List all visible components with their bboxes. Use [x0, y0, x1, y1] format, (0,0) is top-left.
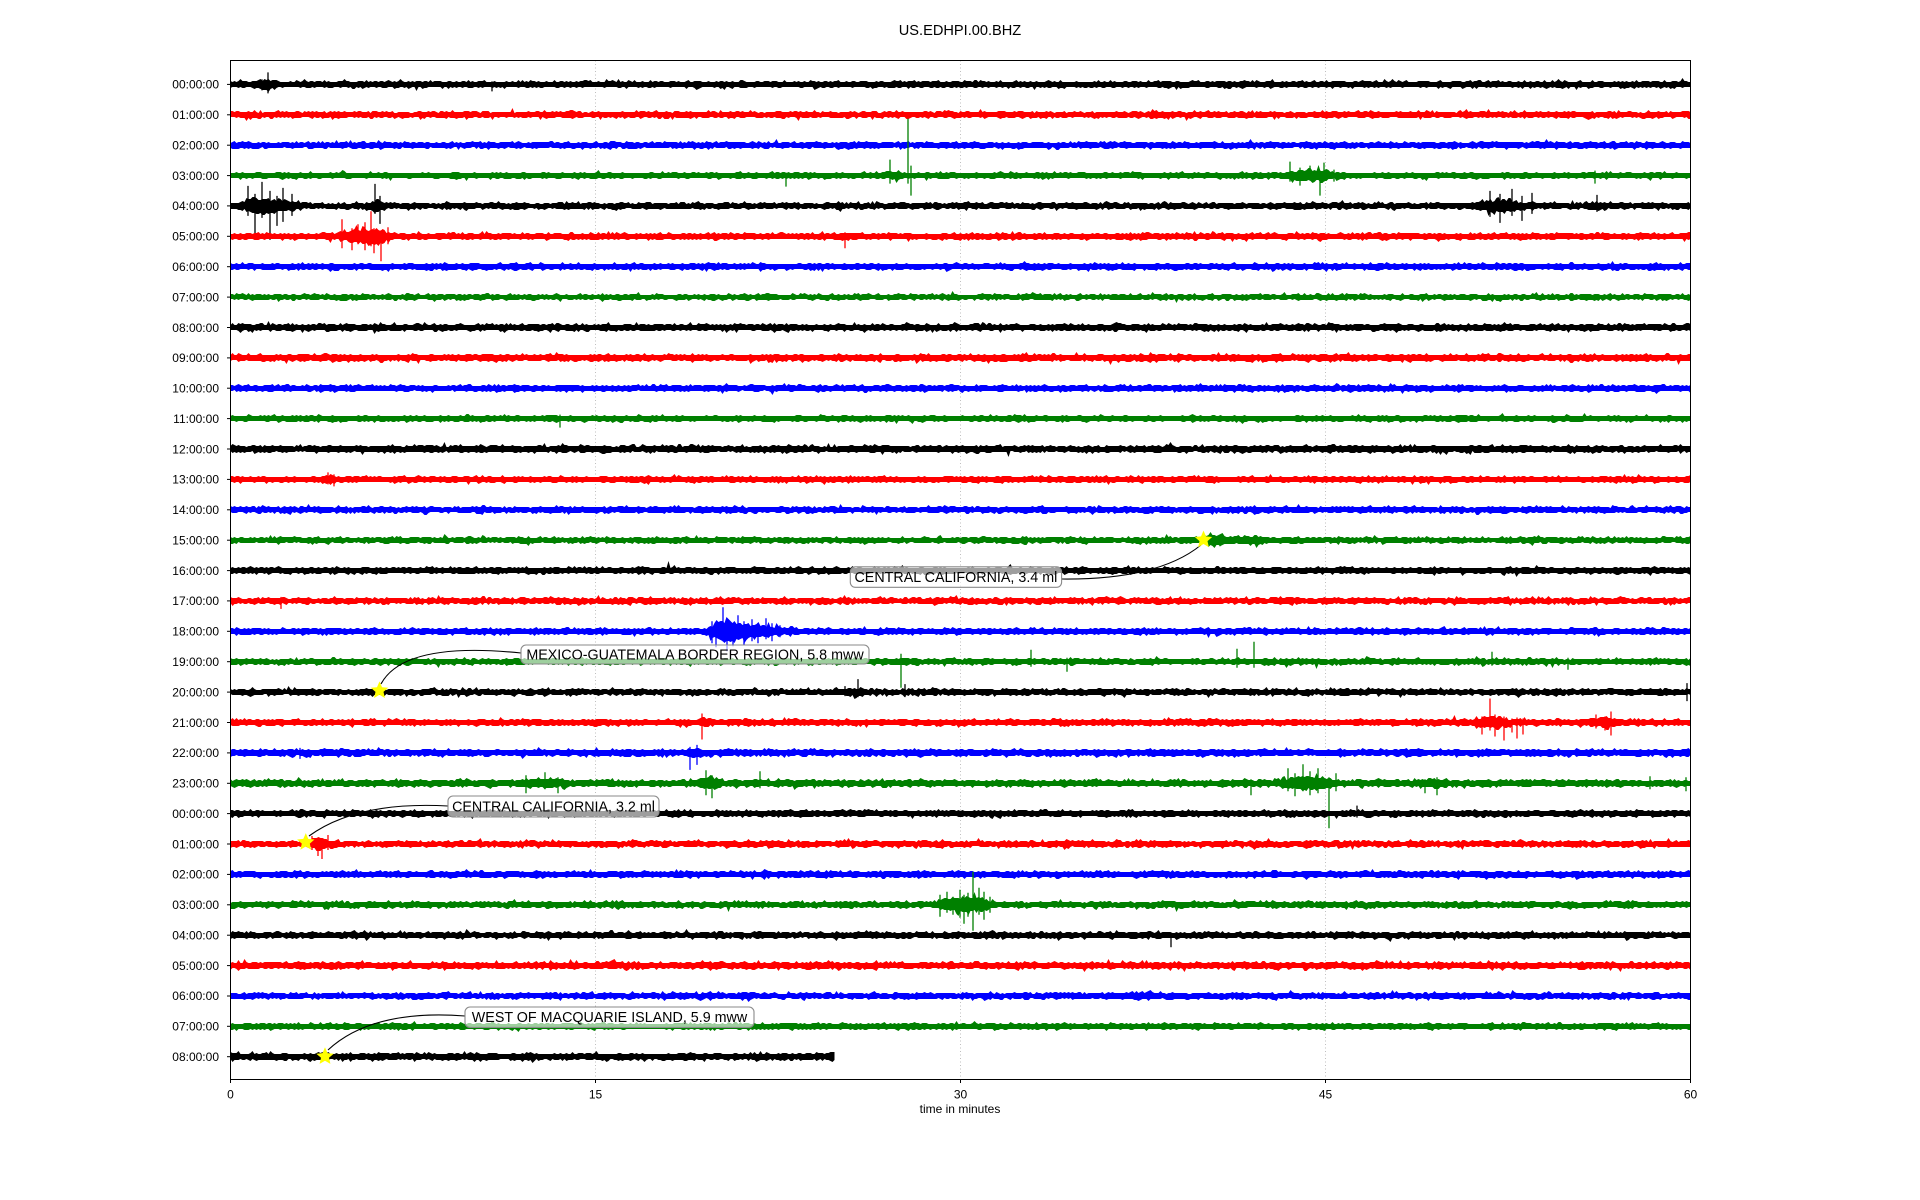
svg-text:time in minutes: time in minutes	[920, 1102, 1001, 1116]
svg-text:CENTRAL CALIFORNIA, 3.2 ml: CENTRAL CALIFORNIA, 3.2 ml	[452, 800, 655, 816]
svg-text:13:00:00: 13:00:00	[172, 473, 219, 487]
svg-text:22:00:00: 22:00:00	[172, 746, 219, 760]
svg-text:01:00:00: 01:00:00	[172, 108, 219, 122]
svg-text:02:00:00: 02:00:00	[172, 139, 219, 153]
svg-text:15: 15	[589, 1087, 603, 1101]
svg-text:12:00:00: 12:00:00	[172, 442, 219, 456]
svg-text:WEST OF MACQUARIE ISLAND, 5.9: WEST OF MACQUARIE ISLAND, 5.9 mww	[472, 1010, 748, 1026]
svg-text:10:00:00: 10:00:00	[172, 382, 219, 396]
svg-text:11:00:00: 11:00:00	[173, 412, 219, 426]
svg-text:09:00:00: 09:00:00	[172, 351, 219, 365]
svg-text:30: 30	[954, 1087, 968, 1101]
svg-text:16:00:00: 16:00:00	[172, 564, 219, 578]
svg-text:MEXICO-GUATEMALA BORDER REGION: MEXICO-GUATEMALA BORDER REGION, 5.8 mww	[526, 648, 864, 664]
svg-text:03:00:00: 03:00:00	[172, 169, 219, 183]
svg-text:45: 45	[1319, 1087, 1333, 1101]
svg-text:07:00:00: 07:00:00	[172, 290, 219, 304]
svg-text:20:00:00: 20:00:00	[172, 685, 219, 699]
svg-text:06:00:00: 06:00:00	[172, 989, 219, 1003]
svg-text:60: 60	[1684, 1087, 1698, 1101]
svg-text:05:00:00: 05:00:00	[172, 230, 219, 244]
svg-text:14:00:00: 14:00:00	[172, 503, 219, 517]
svg-text:18:00:00: 18:00:00	[172, 625, 219, 639]
svg-text:05:00:00: 05:00:00	[172, 959, 219, 973]
svg-text:08:00:00: 08:00:00	[172, 1050, 219, 1064]
svg-text:15:00:00: 15:00:00	[172, 534, 219, 548]
svg-text:0: 0	[227, 1087, 234, 1101]
svg-text:CENTRAL CALIFORNIA, 3.4 ml: CENTRAL CALIFORNIA, 3.4 ml	[854, 570, 1057, 586]
svg-text:21:00:00: 21:00:00	[172, 716, 219, 730]
svg-text:01:00:00: 01:00:00	[172, 837, 219, 851]
svg-text:02:00:00: 02:00:00	[172, 868, 219, 882]
svg-text:17:00:00: 17:00:00	[172, 594, 219, 608]
svg-text:00:00:00: 00:00:00	[172, 807, 219, 821]
svg-text:07:00:00: 07:00:00	[172, 1020, 219, 1034]
svg-text:04:00:00: 04:00:00	[172, 199, 219, 213]
svg-text:03:00:00: 03:00:00	[172, 898, 219, 912]
svg-text:19:00:00: 19:00:00	[172, 655, 219, 669]
svg-text:06:00:00: 06:00:00	[172, 260, 219, 274]
svg-text:00:00:00: 00:00:00	[172, 78, 219, 92]
svg-text:08:00:00: 08:00:00	[172, 321, 219, 335]
svg-text:04:00:00: 04:00:00	[172, 929, 219, 943]
svg-text:23:00:00: 23:00:00	[172, 777, 219, 791]
svg-text:US.EDHPI.00.BHZ: US.EDHPI.00.BHZ	[899, 23, 1022, 39]
